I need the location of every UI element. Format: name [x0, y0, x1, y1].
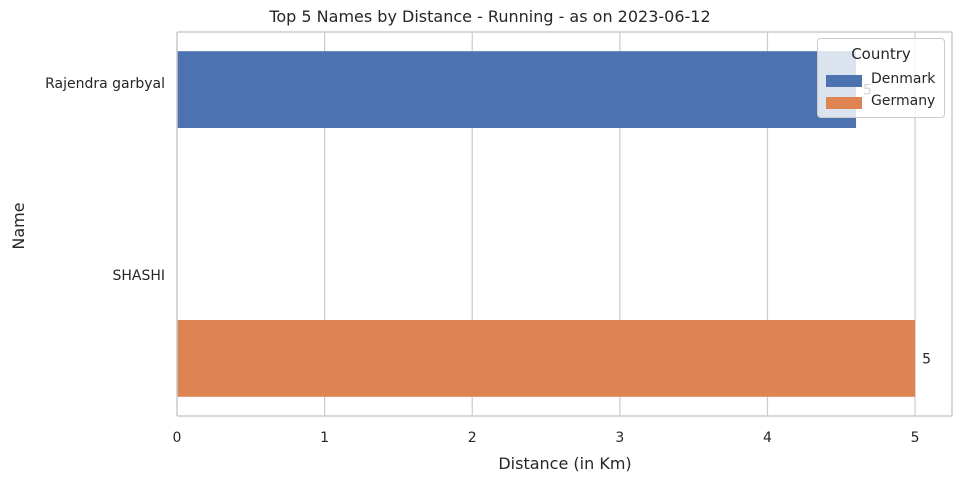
legend-title: Country: [851, 45, 911, 63]
y-tick-label: SHASHI: [112, 268, 165, 284]
x-tick-label: 4: [763, 430, 772, 446]
x-tick-label: 0: [173, 430, 182, 446]
x-tick-label: 1: [320, 430, 329, 446]
tick-labels: 0 1 2 3 4 5 Rajendra garbyal SHASHI: [45, 76, 919, 446]
data-label: 5: [922, 351, 931, 367]
legend-label-germany: Germany: [871, 93, 936, 109]
x-tick-label: 2: [468, 430, 477, 446]
x-axis-label: Distance (in Km): [498, 454, 631, 473]
bar-rajendra-garbyal-denmark: [177, 51, 857, 129]
legend: Country Denmark Germany: [817, 38, 945, 118]
legend-swatch-denmark: [826, 75, 862, 87]
chart-title: Top 5 Names by Distance - Running - as o…: [268, 7, 710, 26]
y-axis-label: Name: [9, 202, 28, 249]
y-tick-label: Rajendra garbyal: [45, 76, 165, 92]
legend-label-denmark: Denmark: [871, 71, 936, 87]
axes: [176, 31, 953, 417]
bar-shashi-germany: [177, 320, 916, 397]
x-tick-label: 5: [911, 430, 920, 446]
x-tick-label: 3: [615, 430, 624, 446]
bars: [177, 51, 916, 397]
legend-swatch-germany: [826, 97, 862, 109]
